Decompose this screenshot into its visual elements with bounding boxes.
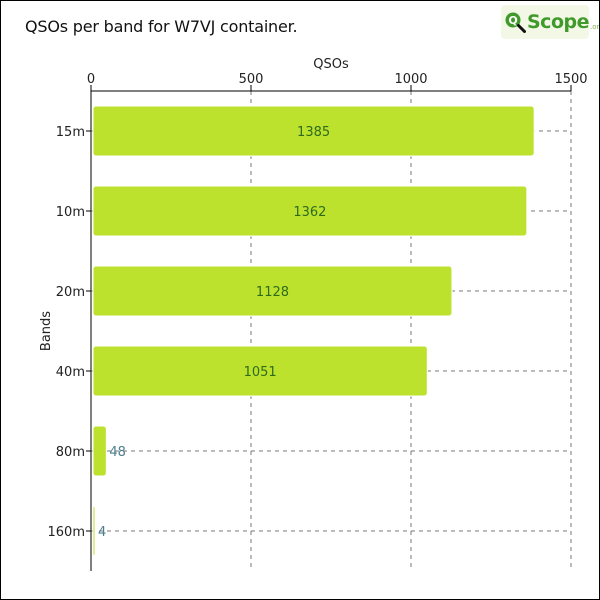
qscope-logo[interactable]: Q Scope .org (501, 5, 599, 39)
category-label: 160m (48, 525, 85, 540)
bar (92, 345, 428, 397)
x-tick-label: 1000 (394, 72, 427, 87)
x-axis-title: QSOs (313, 57, 349, 72)
bar (92, 185, 528, 237)
svg-text:Q: Q (508, 14, 517, 27)
category-label: 40m (56, 365, 85, 380)
y-axis-title: Bands (39, 311, 54, 351)
x-tick-label: 0 (87, 72, 95, 87)
data-label: 1385 (297, 125, 330, 140)
chart-title: QSOs per band for W7VJ container. (25, 17, 298, 36)
category-label: 10m (56, 205, 85, 220)
bar (92, 265, 453, 317)
data-label: 48 (109, 445, 126, 460)
category-label: 15m (56, 125, 85, 140)
data-label: 1362 (293, 205, 326, 220)
x-tick-label: 500 (239, 72, 264, 87)
x-tick-label: 1500 (554, 72, 587, 87)
bar (92, 105, 535, 157)
logo-text: Scope (527, 11, 590, 33)
data-label: 1051 (244, 365, 277, 380)
bar (92, 505, 96, 557)
data-label: 4 (98, 525, 106, 540)
category-label: 20m (56, 285, 85, 300)
category-label: 80m (56, 445, 85, 460)
magnifier-icon: Q (504, 11, 526, 33)
bar (92, 425, 107, 477)
data-label: 1128 (256, 285, 289, 300)
logo-sub: .org (590, 23, 600, 31)
